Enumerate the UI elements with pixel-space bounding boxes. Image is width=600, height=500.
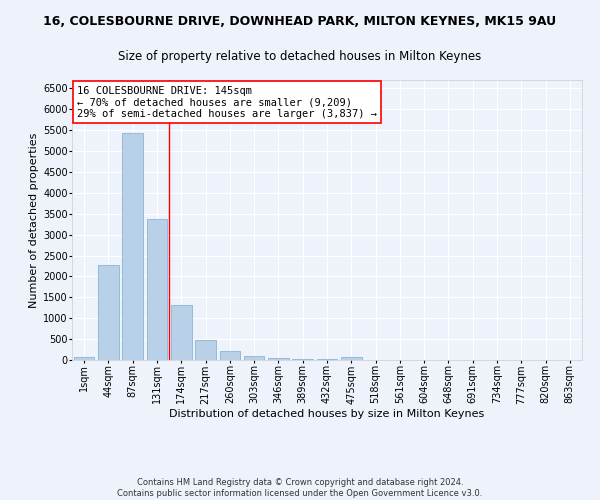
Y-axis label: Number of detached properties: Number of detached properties bbox=[29, 132, 39, 308]
Bar bbox=[171, 306, 191, 360]
Bar bbox=[220, 351, 240, 360]
Bar bbox=[195, 340, 216, 360]
Bar bbox=[268, 358, 289, 360]
Bar bbox=[74, 357, 94, 360]
Bar bbox=[146, 218, 167, 360]
Bar bbox=[244, 356, 265, 360]
X-axis label: Distribution of detached houses by size in Milton Keynes: Distribution of detached houses by size … bbox=[169, 409, 485, 419]
Text: Size of property relative to detached houses in Milton Keynes: Size of property relative to detached ho… bbox=[118, 50, 482, 63]
Text: Contains HM Land Registry data © Crown copyright and database right 2024.
Contai: Contains HM Land Registry data © Crown c… bbox=[118, 478, 482, 498]
Bar bbox=[292, 358, 313, 360]
Bar bbox=[98, 265, 119, 360]
Text: 16, COLESBOURNE DRIVE, DOWNHEAD PARK, MILTON KEYNES, MK15 9AU: 16, COLESBOURNE DRIVE, DOWNHEAD PARK, MI… bbox=[43, 15, 557, 28]
Bar bbox=[341, 358, 362, 360]
Bar bbox=[122, 133, 143, 360]
Text: 16 COLESBOURNE DRIVE: 145sqm
← 70% of detached houses are smaller (9,209)
29% of: 16 COLESBOURNE DRIVE: 145sqm ← 70% of de… bbox=[77, 86, 377, 119]
